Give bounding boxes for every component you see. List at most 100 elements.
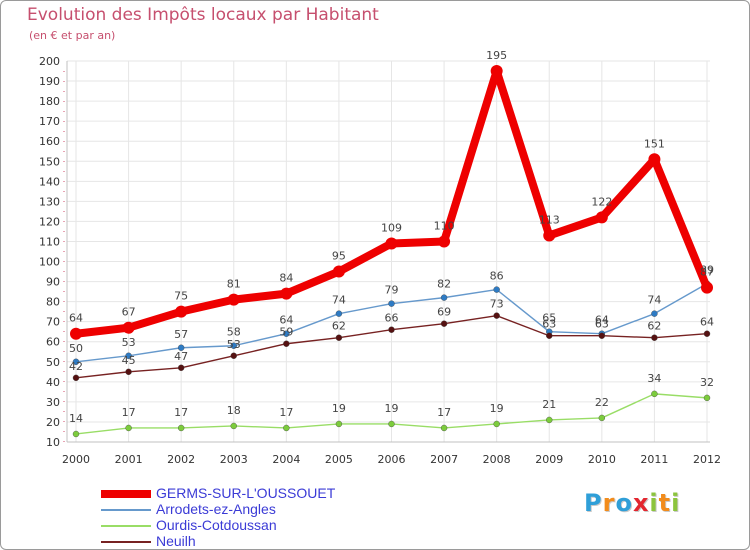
legend-swatch-ourdis [101, 525, 151, 527]
data-point-arrodets-ez-angles [283, 330, 290, 337]
data-label-neuilh: 47 [174, 350, 188, 363]
data-point-ourdis-cotdoussan [335, 420, 343, 428]
data-label-ourdis-cotdoussan: 14 [69, 412, 83, 425]
line-chart: 10 20 30 40 50 60 70 80 90 100 110 120 130 140 150 160 1… [39, 49, 721, 466]
legend-swatch-germs [101, 490, 151, 498]
y-tick-label: 150 [39, 155, 60, 168]
chart-title: Evolution des Impôts locaux par Habitant [27, 5, 379, 25]
data-point-germs-sur-l-oussouet [175, 305, 188, 318]
data-label-germs-sur-l-oussouet: 95 [332, 250, 346, 263]
chart-subtitle: (en € et par an) [29, 29, 116, 42]
data-label-neuilh: 63 [542, 318, 556, 331]
legend-swatch-neuilh [101, 541, 151, 543]
logo-letter: t [658, 489, 672, 517]
data-label-neuilh: 63 [595, 318, 609, 331]
x-tick-label: 2012 [693, 453, 721, 466]
data-point-germs-sur-l-oussouet [595, 211, 608, 224]
y-tick-label: 120 [39, 215, 60, 228]
legend-label-neuilh: Neuilh [156, 533, 196, 549]
data-point-ourdis-cotdoussan [72, 430, 80, 438]
x-tick-label: 2005 [325, 453, 353, 466]
data-point-ourdis-cotdoussan [388, 420, 395, 428]
logo-letter: i [649, 489, 659, 517]
data-point-arrodets-ez-angles [125, 352, 132, 359]
data-point-germs-sur-l-oussouet [648, 153, 661, 166]
data-label-arrodets-ez-angles: 64 [595, 314, 609, 327]
data-label-germs-sur-l-oussouet: 87 [700, 266, 714, 279]
data-label-neuilh: 64 [700, 316, 714, 329]
data-label-arrodets-ez-angles: 53 [122, 336, 136, 349]
data-point-germs-sur-l-oussouet [122, 321, 135, 334]
data-point-neuilh [230, 352, 237, 359]
x-tick-label: 2002 [167, 453, 195, 466]
y-tick-label: 140 [39, 175, 60, 188]
data-label-arrodets-ez-angles: 58 [227, 326, 241, 339]
data-label-germs-sur-l-oussouet: 195 [486, 49, 507, 62]
data-point-neuilh [177, 364, 185, 372]
data-label-arrodets-ez-angles: 79 [385, 284, 399, 297]
data-point-neuilh [283, 340, 290, 347]
data-point-neuilh [388, 326, 395, 333]
logo-letter: o [615, 489, 633, 517]
data-point-germs-sur-l-oussouet [70, 327, 82, 340]
legend-swatch-arrodets [101, 509, 151, 511]
data-label-ourdis-cotdoussan: 34 [647, 372, 661, 385]
data-label-neuilh: 62 [647, 320, 661, 333]
data-point-germs-sur-l-oussouet [490, 65, 503, 78]
plot-area [67, 61, 710, 442]
data-point-neuilh [72, 374, 80, 382]
y-tick-label: 20 [46, 416, 60, 429]
data-label-germs-sur-l-oussouet: 151 [644, 137, 665, 150]
y-tick-label: 10 [46, 436, 60, 449]
data-label-arrodets-ez-angles: 57 [174, 328, 188, 341]
data-label-ourdis-cotdoussan: 17 [279, 406, 293, 419]
data-point-neuilh [440, 320, 448, 327]
data-point-neuilh [493, 312, 500, 319]
data-label-ourdis-cotdoussan: 17 [122, 406, 136, 419]
data-label-neuilh: 42 [69, 360, 83, 373]
data-point-arrodets-ez-angles [230, 342, 237, 349]
data-point-arrodets-ez-angles [493, 286, 500, 293]
data-point-ourdis-cotdoussan [493, 420, 500, 428]
y-tick-label: 180 [39, 95, 60, 108]
data-label-ourdis-cotdoussan: 17 [437, 406, 451, 419]
data-label-neuilh: 66 [385, 312, 399, 325]
data-point-neuilh [125, 368, 132, 376]
y-tick-label: 80 [46, 296, 60, 309]
data-label-ourdis-cotdoussan: 17 [174, 406, 188, 419]
data-label-arrodets-ez-angles: 74 [332, 294, 346, 307]
data-point-neuilh [703, 330, 711, 337]
x-tick-label: 2008 [483, 453, 511, 466]
data-label-arrodets-ez-angles: 50 [69, 342, 83, 355]
x-tick-label: 2000 [62, 453, 90, 466]
data-point-germs-sur-l-oussouet [280, 287, 293, 300]
data-point-ourdis-cotdoussan [177, 424, 185, 432]
legend-label-arrodets: Arrodets-ez-Angles [156, 501, 276, 517]
data-label-germs-sur-l-oussouet: 110 [434, 219, 455, 232]
logo-letter: r [602, 489, 616, 517]
data-label-arrodets-ez-angles: 74 [647, 294, 661, 307]
y-tick-label: 160 [39, 135, 60, 148]
data-label-neuilh: 73 [490, 298, 504, 311]
data-point-ourdis-cotdoussan [440, 424, 448, 432]
data-point-arrodets-ez-angles [440, 294, 448, 301]
data-label-ourdis-cotdoussan: 22 [595, 396, 609, 409]
data-label-germs-sur-l-oussouet: 109 [381, 221, 402, 234]
legend-label-germs: GERMS-SUR-L'OUSSOUET [156, 485, 336, 501]
y-tick-label: 70 [46, 316, 60, 329]
x-tick-label: 2010 [588, 453, 616, 466]
logo-letter: x [632, 489, 650, 517]
data-label-neuilh: 69 [437, 306, 451, 319]
y-tick-label: 50 [46, 356, 60, 369]
data-point-germs-sur-l-oussouet [227, 293, 240, 306]
data-point-neuilh [651, 334, 658, 341]
data-point-neuilh [335, 334, 343, 341]
logo-letter: P [584, 489, 603, 517]
x-tick-label: 2009 [535, 453, 563, 466]
x-tick-label: 2004 [272, 453, 300, 466]
legend-label-ourdis: Ourdis-Cotdoussan [156, 517, 277, 533]
y-tick-label: 200 [39, 55, 60, 68]
x-tick-label: 2001 [115, 453, 143, 466]
y-tick-label: 190 [39, 75, 60, 88]
data-point-germs-sur-l-oussouet [543, 229, 556, 242]
